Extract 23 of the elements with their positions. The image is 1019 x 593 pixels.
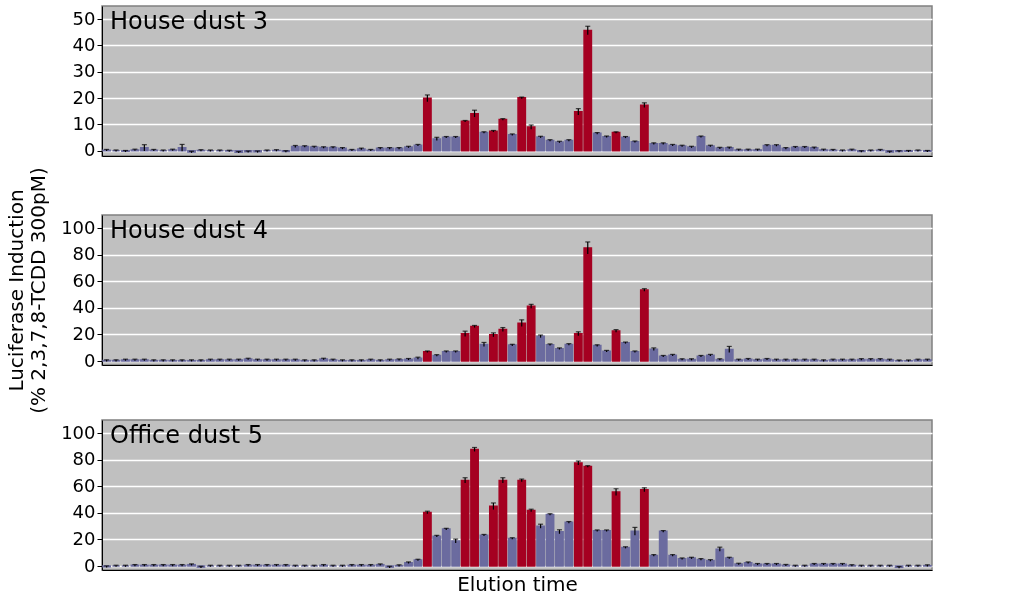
y-tick-label: 80 (72, 243, 96, 265)
y-tick-label: 40 (72, 33, 96, 55)
y-tick-label: 80 (72, 448, 96, 470)
x-axis-title: Elution time (457, 571, 578, 593)
y-tick-label: 40 (72, 296, 96, 318)
y-tick-label: 30 (72, 60, 96, 82)
y-tick-label: 40 (72, 501, 96, 523)
chart-title: House dust 3 (110, 7, 269, 35)
y-axis-title: Luciferase Induction (% 2,3,7,8-TCDD 300pM) (4, 167, 51, 414)
y-tick-label: 60 (72, 474, 96, 496)
y-tick-label: 100 (61, 216, 96, 238)
y-tick-label: 60 (72, 269, 96, 291)
chart-title: Office dust 5 (110, 421, 263, 449)
y-tick-label: 20 (72, 322, 96, 344)
y-tick-label: 20 (72, 86, 96, 108)
y-tick-label: 0 (84, 139, 96, 161)
y-tick-label: 10 (72, 112, 96, 134)
y-tick-label: 0 (84, 554, 96, 576)
y-tick-label: 50 (72, 7, 96, 29)
y-tick-label: 100 (61, 421, 96, 443)
chart-title: House dust 4 (110, 216, 269, 244)
y-tick-label: 20 (72, 527, 96, 549)
y-tick-label: 0 (84, 349, 96, 371)
